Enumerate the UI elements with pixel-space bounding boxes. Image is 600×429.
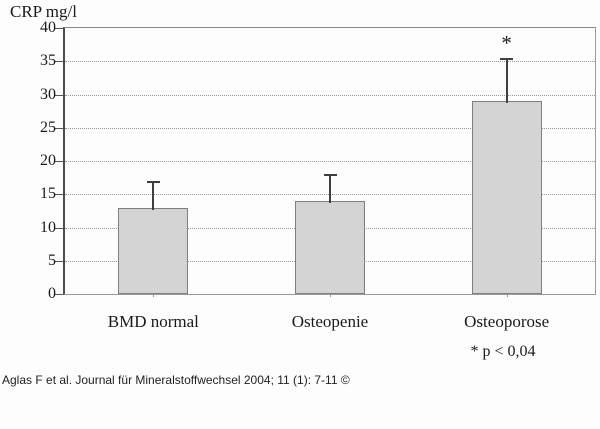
y-tick-label-40: 40 [40, 19, 56, 36]
significance-asterisk: * [501, 30, 512, 55]
error-whisker-cap-2 [500, 57, 514, 60]
bar-bmd-normal [118, 207, 189, 294]
x-axis-tick-0 [153, 294, 155, 297]
y-axis-tick-15 [55, 194, 63, 196]
error-whisker-1 [329, 174, 331, 203]
error-whisker-cap-0 [146, 180, 160, 183]
gridline-25 [65, 127, 595, 129]
x-category-label-1: Osteopenie [291, 312, 369, 331]
x-axis-tick-1 [330, 294, 331, 297]
y-axis-tick-30 [55, 94, 63, 96]
y-axis-tick-35 [55, 61, 63, 63]
x-category-label-0: BMD normal [107, 312, 199, 331]
significance-footnote: * p < 0,04 [470, 343, 536, 360]
y-axis-title: CRP mg/l [10, 2, 77, 21]
bar-osteoporose [471, 101, 542, 294]
error-whisker-2 [505, 57, 508, 104]
citation-text: Aglas F et al. Journal für Mineralstoffw… [2, 373, 350, 387]
y-tick-label-20: 20 [40, 152, 56, 169]
y-tick-label-5: 5 [48, 251, 56, 269]
y-tick-label-25: 25 [40, 118, 56, 136]
bar-osteopenie [295, 200, 365, 294]
y-axis-tick-10 [55, 227, 63, 229]
error-whisker-cap-1 [323, 174, 337, 177]
gridline-20 [65, 161, 595, 162]
error-whisker-0 [152, 180, 155, 210]
y-axis-tick-25 [55, 127, 63, 129]
x-axis-tick-2 [506, 294, 508, 297]
gridline-35 [65, 61, 595, 63]
y-axis-tick-20 [55, 161, 63, 162]
y-axis-tick-40 [55, 28, 63, 29]
y-axis-tick-0 [55, 294, 63, 295]
y-axis-tick-5 [55, 260, 63, 262]
x-category-label-2: Osteoporose [464, 312, 550, 331]
y-tick-label-0: 0 [48, 285, 56, 302]
y-tick-label-15: 15 [40, 185, 56, 203]
y-tick-label-10: 10 [40, 218, 56, 236]
plot-area: * [55, 27, 596, 297]
gridline-30 [65, 94, 595, 96]
y-tick-label-30: 30 [40, 85, 56, 103]
y-tick-label-35: 35 [40, 52, 56, 70]
